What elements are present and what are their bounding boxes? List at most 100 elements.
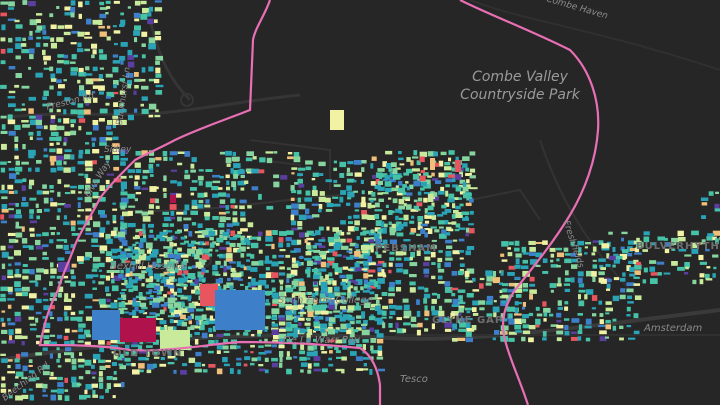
building bbox=[542, 271, 549, 274]
building bbox=[8, 263, 12, 267]
building bbox=[162, 187, 167, 192]
building bbox=[677, 237, 686, 242]
building bbox=[280, 175, 288, 180]
building bbox=[42, 184, 47, 189]
building bbox=[132, 297, 137, 304]
building bbox=[152, 249, 159, 255]
building-highlight bbox=[120, 318, 156, 342]
building bbox=[472, 277, 476, 282]
building bbox=[167, 350, 172, 357]
building bbox=[7, 119, 16, 125]
building bbox=[388, 221, 392, 226]
building bbox=[634, 252, 642, 255]
building bbox=[592, 313, 597, 317]
building bbox=[204, 216, 210, 221]
building bbox=[416, 233, 421, 236]
building bbox=[155, 198, 159, 204]
building bbox=[1, 184, 5, 191]
building bbox=[160, 285, 164, 292]
building bbox=[354, 245, 358, 249]
building bbox=[307, 329, 313, 335]
building bbox=[36, 209, 42, 213]
building bbox=[0, 48, 6, 54]
building bbox=[1, 204, 8, 210]
building bbox=[377, 192, 383, 195]
building bbox=[43, 90, 49, 96]
building bbox=[30, 233, 35, 237]
building bbox=[705, 278, 713, 281]
building bbox=[293, 305, 299, 310]
building bbox=[445, 239, 453, 244]
building bbox=[142, 169, 150, 174]
building bbox=[229, 368, 234, 374]
building bbox=[448, 222, 455, 225]
building bbox=[120, 150, 125, 156]
building bbox=[349, 285, 353, 289]
building bbox=[305, 244, 312, 250]
building bbox=[56, 155, 65, 161]
building bbox=[367, 287, 372, 290]
building bbox=[671, 237, 679, 243]
building bbox=[22, 124, 30, 128]
building bbox=[279, 272, 286, 276]
building bbox=[634, 295, 642, 300]
building bbox=[458, 227, 466, 230]
building bbox=[466, 311, 471, 314]
building bbox=[99, 13, 107, 19]
building bbox=[64, 184, 70, 188]
building bbox=[184, 151, 191, 157]
building bbox=[114, 43, 118, 46]
building bbox=[370, 248, 374, 253]
building bbox=[445, 257, 453, 261]
building bbox=[298, 322, 302, 327]
building bbox=[247, 205, 252, 209]
building bbox=[290, 185, 295, 191]
building bbox=[601, 248, 610, 251]
building bbox=[325, 209, 333, 212]
building bbox=[423, 192, 432, 195]
building bbox=[405, 181, 409, 184]
building bbox=[77, 42, 82, 48]
building bbox=[71, 233, 79, 236]
building bbox=[29, 179, 35, 186]
building bbox=[155, 205, 160, 210]
building bbox=[120, 269, 124, 274]
building bbox=[64, 328, 70, 333]
building bbox=[375, 263, 383, 266]
building bbox=[198, 180, 203, 186]
building bbox=[78, 191, 82, 194]
building bbox=[246, 240, 251, 246]
building bbox=[360, 286, 364, 291]
building bbox=[139, 350, 147, 354]
building bbox=[564, 253, 571, 256]
building bbox=[465, 318, 473, 321]
building bbox=[500, 325, 509, 331]
building bbox=[167, 291, 172, 295]
building bbox=[146, 363, 155, 370]
building bbox=[299, 278, 304, 283]
building bbox=[70, 119, 76, 124]
building bbox=[15, 172, 20, 175]
building bbox=[124, 260, 131, 263]
building bbox=[135, 276, 142, 281]
building bbox=[142, 312, 148, 315]
building bbox=[134, 18, 140, 22]
building bbox=[354, 305, 361, 311]
building bbox=[413, 150, 418, 156]
building bbox=[321, 287, 329, 293]
building bbox=[388, 178, 396, 183]
building bbox=[578, 289, 586, 293]
building bbox=[1, 124, 6, 130]
building bbox=[50, 292, 58, 297]
building bbox=[22, 388, 27, 393]
building bbox=[154, 78, 160, 84]
building bbox=[410, 228, 417, 233]
building bbox=[152, 290, 159, 293]
building bbox=[389, 172, 395, 178]
building bbox=[117, 231, 126, 238]
building bbox=[314, 310, 322, 315]
building bbox=[78, 90, 86, 97]
building bbox=[417, 216, 424, 222]
